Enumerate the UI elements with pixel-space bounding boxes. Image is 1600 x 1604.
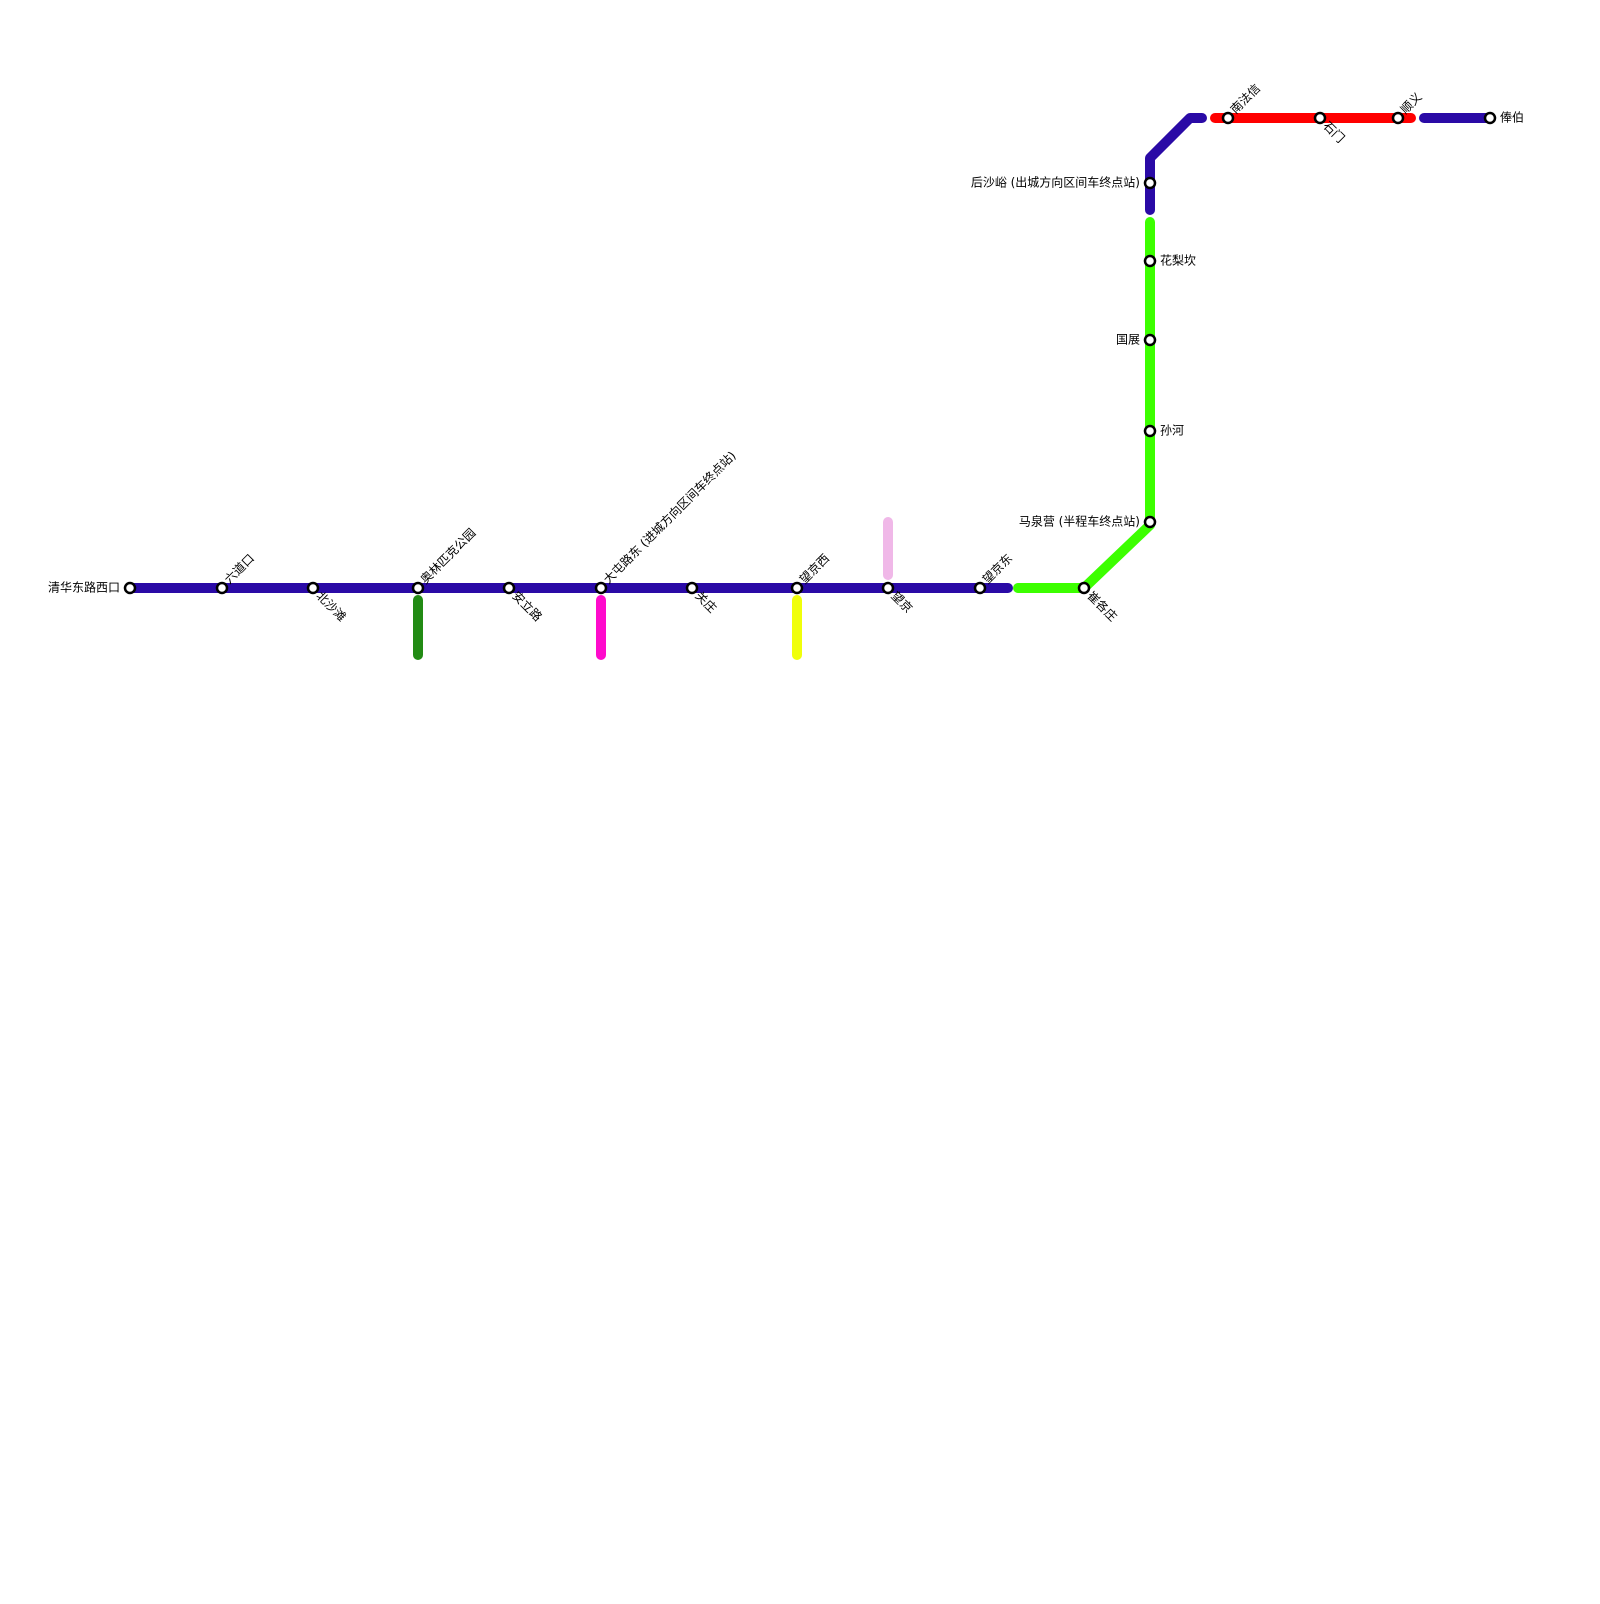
- station-label: 马泉营 (半程车终点站): [1019, 514, 1140, 529]
- station-marker: [1077, 581, 1091, 595]
- station-marker: [1143, 515, 1157, 529]
- station-marker: [502, 581, 516, 595]
- station: 清华东路西口: [48, 580, 137, 595]
- station-label: 俸伯: [1500, 110, 1524, 125]
- station-label: 六道口: [222, 551, 257, 586]
- station-marker: [685, 581, 699, 595]
- station-marker: [1391, 111, 1405, 125]
- station-label: 后沙峪 (出城方向区间车终点站): [971, 175, 1140, 190]
- station-label: 望京西: [797, 551, 832, 586]
- station-label: 奥林匹克公园: [418, 526, 479, 587]
- station: 花梨坎: [1143, 253, 1196, 268]
- station-marker: [411, 581, 425, 595]
- station-label: 崔各庄: [1084, 588, 1120, 624]
- station-label: 顺义: [1398, 90, 1425, 117]
- station-label: 清华东路西口: [48, 580, 120, 595]
- station-label: 孙河: [1160, 424, 1184, 438]
- station: 孙河: [1143, 424, 1184, 438]
- station: 俸伯: [1483, 110, 1524, 125]
- station-marker: [790, 581, 804, 595]
- line-segment: [1145, 113, 1207, 215]
- station-label: 花梨坎: [1160, 253, 1196, 268]
- station: 崔各庄: [1077, 581, 1120, 624]
- station: 国展: [1116, 333, 1157, 347]
- station-label: 望京东: [980, 551, 1015, 586]
- station: 后沙峪 (出城方向区间车终点站): [971, 175, 1157, 190]
- station: 大屯路东 (进城方向区间车终点站): [594, 448, 739, 595]
- station: 奥林匹克公园: [411, 526, 479, 595]
- station-marker: [881, 581, 895, 595]
- station-marker: [123, 581, 137, 595]
- station-label: 北沙滩: [313, 589, 348, 624]
- station-marker: [1313, 111, 1327, 125]
- station-marker: [594, 581, 608, 595]
- station-marker: [1483, 111, 1497, 125]
- line-segment: [1013, 217, 1155, 593]
- station-marker: [306, 581, 320, 595]
- station-label: 安立路: [509, 588, 545, 624]
- station-label: 国展: [1116, 333, 1140, 347]
- station-marker: [1143, 254, 1157, 268]
- station-marker: [1143, 176, 1157, 190]
- station-marker: [1221, 111, 1235, 125]
- station-marker: [215, 581, 229, 595]
- station-label: 大屯路东 (进城方向区间车终点站): [600, 448, 739, 587]
- station-label: 南法信: [1227, 81, 1263, 117]
- station-marker: [1143, 424, 1157, 438]
- station-marker: [1143, 333, 1157, 347]
- station: 马泉营 (半程车终点站): [1019, 514, 1157, 529]
- station-marker: [973, 581, 987, 595]
